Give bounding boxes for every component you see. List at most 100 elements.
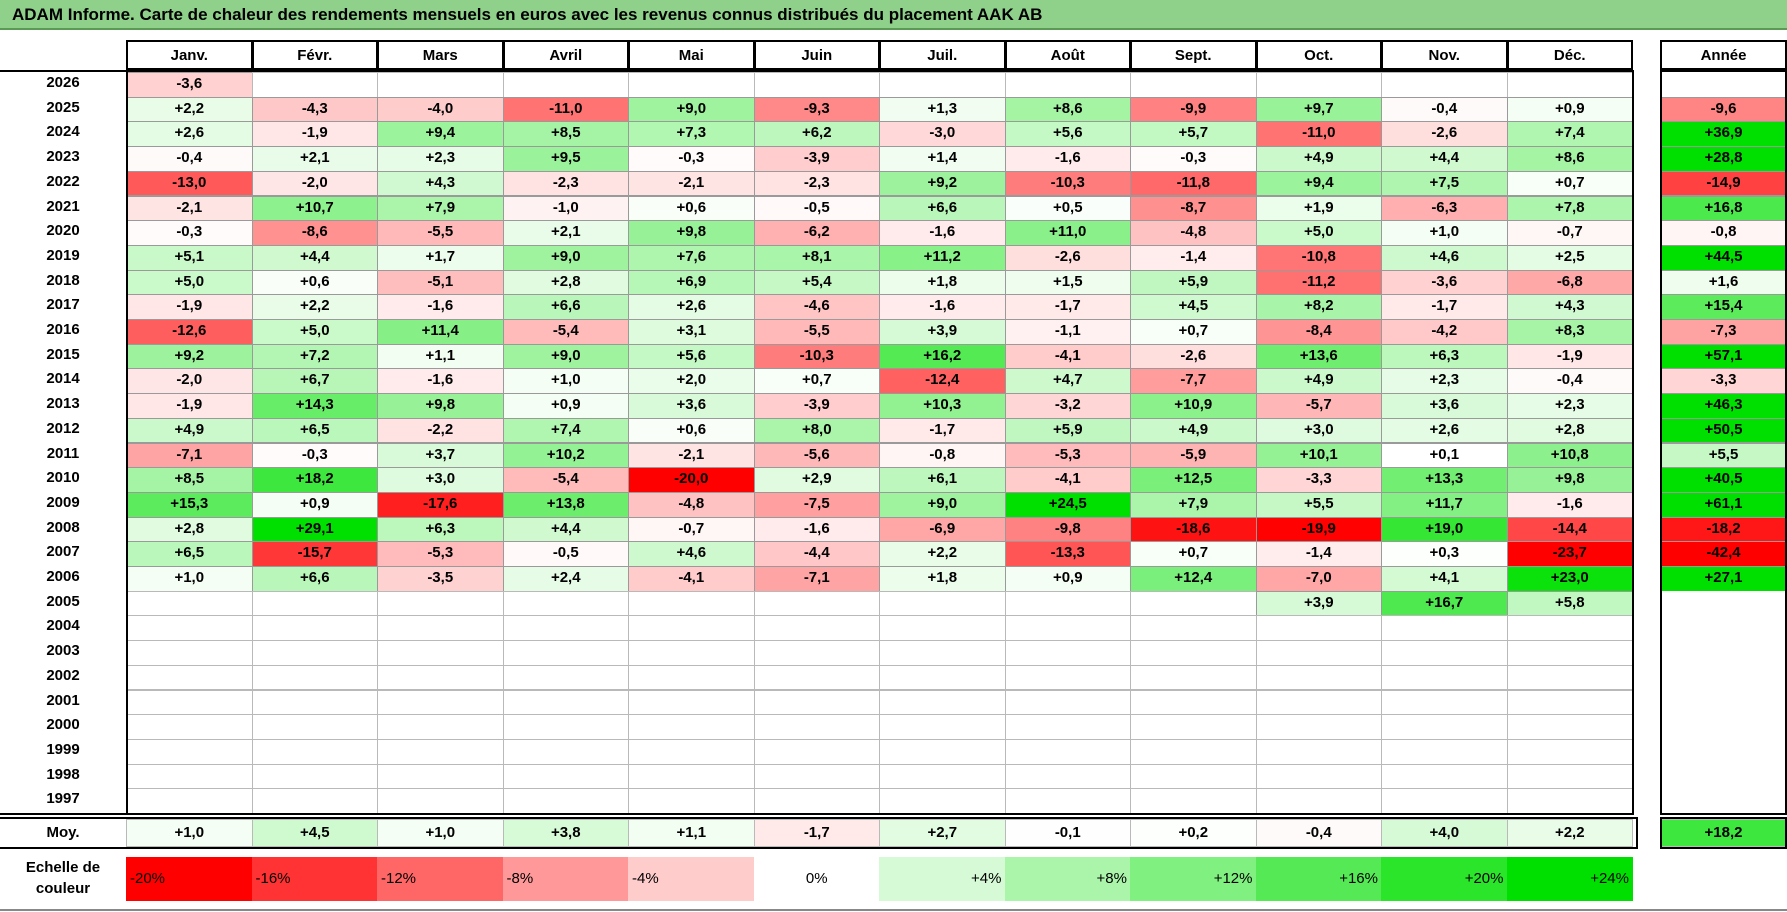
heatmap-cell: -5,4 xyxy=(502,467,629,493)
annual-cell xyxy=(1660,615,1787,642)
heatmap-cell: +7,6 xyxy=(628,244,755,271)
heatmap-cell xyxy=(251,72,378,98)
heatmap-cell: -0,3 xyxy=(126,220,253,246)
color-scale-swatch: +16% xyxy=(1255,857,1382,901)
annual-cell: +15,4 xyxy=(1660,294,1787,320)
heatmap-cell: +5,8 xyxy=(1506,590,1633,617)
heatmap-cell: +2,8 xyxy=(1506,417,1633,444)
annual-cell: +16,8 xyxy=(1660,195,1787,222)
heatmap-cell: +16,2 xyxy=(879,343,1006,370)
heatmap-cell: +11,0 xyxy=(1004,220,1131,246)
heatmap-cell xyxy=(126,689,253,716)
heatmap-cell: -5,6 xyxy=(753,442,880,469)
average-label: Moy. xyxy=(46,824,80,841)
heatmap-cell: -8,6 xyxy=(251,220,378,246)
heatmap-cell: +1,8 xyxy=(879,566,1006,592)
heatmap-cell: -1,6 xyxy=(879,294,1006,320)
heatmap-cell: +13,8 xyxy=(502,491,629,518)
heatmap-cell xyxy=(251,788,378,814)
year-label: 2024 xyxy=(46,123,80,141)
heatmap-cell: -3,9 xyxy=(753,146,880,172)
heatmap-cell: -0,5 xyxy=(502,541,629,567)
heatmap-cell: -17,6 xyxy=(377,491,504,518)
heatmap-cell: -0,3 xyxy=(251,442,378,469)
heatmap-cell: +1,4 xyxy=(879,146,1006,172)
heatmap-cell: -6,3 xyxy=(1381,195,1508,222)
heatmap-cell: -2,1 xyxy=(628,442,755,469)
heatmap-cell: +4,4 xyxy=(1381,146,1508,172)
annual-cell: -42,4 xyxy=(1660,541,1787,567)
heatmap-cell: -6,9 xyxy=(879,516,1006,543)
heatmap-cell xyxy=(1381,788,1508,814)
average-annual-cell: +18,2 xyxy=(1660,819,1787,847)
heatmap-cell: -13,0 xyxy=(126,170,253,197)
heatmap-cell xyxy=(1255,72,1382,98)
heatmap-cell xyxy=(879,763,1006,790)
heatmap-cell: +9,4 xyxy=(377,121,504,148)
heatmap-cell: +4,7 xyxy=(1004,368,1131,395)
heatmap-cell: +11,2 xyxy=(879,244,1006,271)
heatmap-cell xyxy=(628,788,755,814)
heatmap-cell: +2,9 xyxy=(753,467,880,493)
color-scale-swatch: +4% xyxy=(879,857,1006,901)
heatmap-cell: -9,3 xyxy=(753,96,880,123)
heatmap-cell xyxy=(126,714,253,740)
heatmap-cell: -3,0 xyxy=(879,121,1006,148)
heatmap-cell xyxy=(1506,788,1633,814)
heatmap-cell: +8,2 xyxy=(1255,294,1382,320)
year-label: 2004 xyxy=(46,617,80,635)
heatmap-cell: +2,0 xyxy=(628,368,755,395)
heatmap-cell xyxy=(753,640,880,666)
heatmap-cell xyxy=(377,72,504,98)
heatmap-cell xyxy=(1381,640,1508,666)
heatmap-cell: -4,1 xyxy=(1004,467,1131,493)
heatmap-cell: +12,5 xyxy=(1130,467,1257,493)
heatmap-cell xyxy=(628,590,755,617)
heatmap-cell xyxy=(628,689,755,716)
heatmap-cell: -0,3 xyxy=(628,146,755,172)
average-cell: +1,0 xyxy=(126,819,253,847)
annual-cell: +36,9 xyxy=(1660,121,1787,148)
heatmap-cell xyxy=(628,664,755,691)
heatmap-cell: +7,9 xyxy=(1130,491,1257,518)
month-header: Juil. xyxy=(879,40,1006,70)
page-title: ADAM Informe. Carte de chaleur des rende… xyxy=(0,0,1787,30)
heatmap-cell: -4,0 xyxy=(377,96,504,123)
heatmap-cell xyxy=(377,689,504,716)
heatmap-cell: +9,0 xyxy=(628,96,755,123)
heatmap-cell: +2,2 xyxy=(126,96,253,123)
heatmap-cell: +6,2 xyxy=(753,121,880,148)
heatmap-cell: +3,6 xyxy=(628,393,755,419)
heatmap-cell: +0,9 xyxy=(502,393,629,419)
heatmap-cell xyxy=(377,763,504,790)
year-label: 2008 xyxy=(46,518,80,536)
heatmap-cell: +8,0 xyxy=(753,417,880,444)
heatmap-cell: -2,0 xyxy=(251,170,378,197)
heatmap-cell: -13,3 xyxy=(1004,541,1131,567)
heatmap-cell: +0,9 xyxy=(1506,96,1633,123)
heatmap-cell: -7,0 xyxy=(1255,566,1382,592)
heatmap-cell: +11,4 xyxy=(377,319,504,345)
heatmap-cell xyxy=(879,590,1006,617)
heatmap-cell xyxy=(377,590,504,617)
heatmap-cell: -3,3 xyxy=(1255,467,1382,493)
heatmap-cell: +13,6 xyxy=(1255,343,1382,370)
annual-cell xyxy=(1660,788,1787,814)
heatmap-cell: -2,6 xyxy=(1381,121,1508,148)
heatmap-cell xyxy=(502,689,629,716)
heatmap-cell: +10,9 xyxy=(1130,393,1257,419)
heatmap-cell xyxy=(502,590,629,617)
color-scale-swatch: -20% xyxy=(126,857,253,901)
heatmap-cell: +1,0 xyxy=(1381,220,1508,246)
heatmap-cell: -6,8 xyxy=(1506,269,1633,296)
heatmap-cell xyxy=(1506,738,1633,765)
heatmap-cell: +4,3 xyxy=(377,170,504,197)
heatmap-cell xyxy=(1506,763,1633,790)
heatmap-cell: +1,5 xyxy=(1004,269,1131,296)
heatmap-cell: +1,0 xyxy=(502,368,629,395)
heatmap-cell: -2,2 xyxy=(377,417,504,444)
heatmap-cell xyxy=(1381,714,1508,740)
heatmap-cell: -4,4 xyxy=(753,541,880,567)
year-label: 2021 xyxy=(46,197,80,215)
annual-cell: -0,8 xyxy=(1660,220,1787,246)
